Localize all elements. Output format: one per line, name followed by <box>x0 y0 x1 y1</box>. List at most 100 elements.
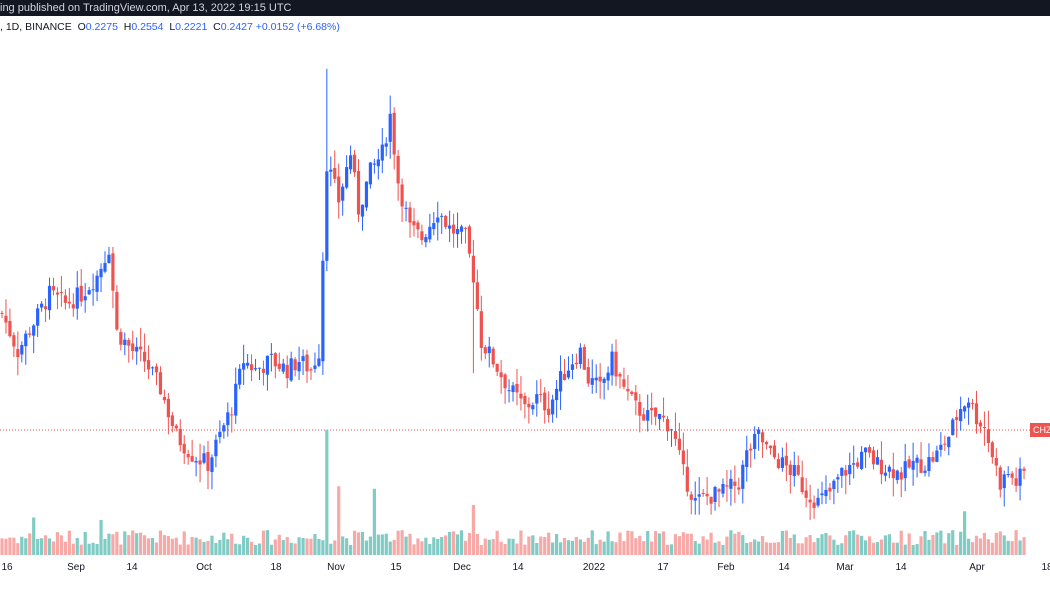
candle <box>103 251 107 274</box>
candle-body <box>590 378 594 385</box>
candle-body <box>376 159 380 167</box>
candle <box>20 341 24 363</box>
candle-body <box>119 331 123 345</box>
candle <box>598 363 602 399</box>
candle <box>448 210 452 243</box>
volume-bar <box>907 533 911 555</box>
candle <box>764 440 769 450</box>
candle <box>432 211 436 236</box>
volume-bar <box>733 533 737 555</box>
candle <box>784 442 788 482</box>
candle <box>67 287 71 309</box>
candle <box>820 481 824 505</box>
candle-body <box>71 304 75 309</box>
volume-bar <box>994 532 998 555</box>
candle <box>356 159 361 222</box>
volume-bar <box>487 539 491 555</box>
candle <box>634 385 638 416</box>
volume-bar <box>257 543 262 555</box>
volume-bar <box>1010 541 1014 555</box>
candle-body <box>776 459 781 469</box>
candle-body <box>745 450 749 467</box>
candle-body <box>4 315 8 323</box>
volume-bar <box>495 530 499 555</box>
volume-bar <box>836 544 840 555</box>
candle <box>665 416 670 441</box>
candle-body <box>551 399 555 415</box>
volume-bar <box>558 542 563 555</box>
candle <box>903 443 907 492</box>
candle <box>376 148 380 180</box>
candle-body <box>230 414 234 416</box>
candle <box>642 407 646 421</box>
change-value: +0.0152 (+6.68%) <box>255 21 340 33</box>
candle <box>99 263 103 293</box>
volume-bar <box>491 539 495 555</box>
candle <box>875 449 880 465</box>
volume-bar <box>654 531 658 555</box>
candle <box>265 355 270 391</box>
volume-bar <box>812 542 816 555</box>
volume-bar <box>190 536 194 555</box>
candle-body <box>764 441 769 445</box>
candle <box>420 224 424 245</box>
candle <box>800 460 804 495</box>
candle <box>844 464 848 495</box>
volume-bar <box>265 530 270 555</box>
volume-bar <box>911 544 915 555</box>
candle-body <box>923 470 927 473</box>
candle-body <box>444 215 448 227</box>
volume-bar <box>844 535 848 555</box>
candle <box>281 358 285 374</box>
volume-bar <box>903 544 907 555</box>
candle <box>364 181 369 211</box>
volume-bar <box>852 530 856 555</box>
candle <box>4 299 8 334</box>
volume-bar <box>416 538 420 555</box>
close-value: 0.2427 <box>220 21 253 33</box>
candle <box>574 353 579 369</box>
volume-bar <box>166 536 170 555</box>
candle-body <box>733 481 737 486</box>
candle <box>63 289 67 310</box>
candle <box>309 367 313 380</box>
open-label: O <box>77 21 86 33</box>
candle <box>681 432 685 476</box>
candle <box>804 477 808 508</box>
volume-bar <box>238 544 242 555</box>
candle <box>863 447 868 468</box>
candle <box>301 349 305 376</box>
candle-body <box>194 461 198 463</box>
volume-bar <box>986 539 990 555</box>
volume-bar <box>737 531 741 555</box>
volume-bar <box>356 532 361 555</box>
volume-bar <box>887 534 891 555</box>
volume-bar <box>194 537 198 555</box>
candle-body <box>79 285 83 302</box>
x-axis-ticks: 16 Sep 14 Oct 18 Nov 15 Dec 14 2022 17 Feb 14 Mar 14 Ap… <box>1 562 1050 573</box>
candle-body <box>59 292 64 294</box>
candle <box>146 345 151 379</box>
candle-body <box>677 438 681 451</box>
volume-bar <box>1018 540 1022 555</box>
volume-bar <box>721 544 725 555</box>
candle <box>380 127 384 174</box>
candle <box>36 303 40 338</box>
volume-bar <box>218 539 222 555</box>
candle-body <box>638 402 642 416</box>
volume-bar <box>768 542 773 555</box>
volume-bar <box>143 535 147 555</box>
candle-body <box>693 498 697 501</box>
candle <box>261 360 266 386</box>
volume-bar <box>848 531 852 555</box>
candle-body <box>432 223 436 230</box>
candle <box>47 277 52 320</box>
candle-body <box>337 176 341 203</box>
candle <box>95 270 99 302</box>
candle-body <box>261 368 266 373</box>
candle-body <box>955 417 959 421</box>
volume-bar <box>51 541 56 555</box>
candle-body <box>860 451 864 469</box>
candle <box>871 446 876 470</box>
